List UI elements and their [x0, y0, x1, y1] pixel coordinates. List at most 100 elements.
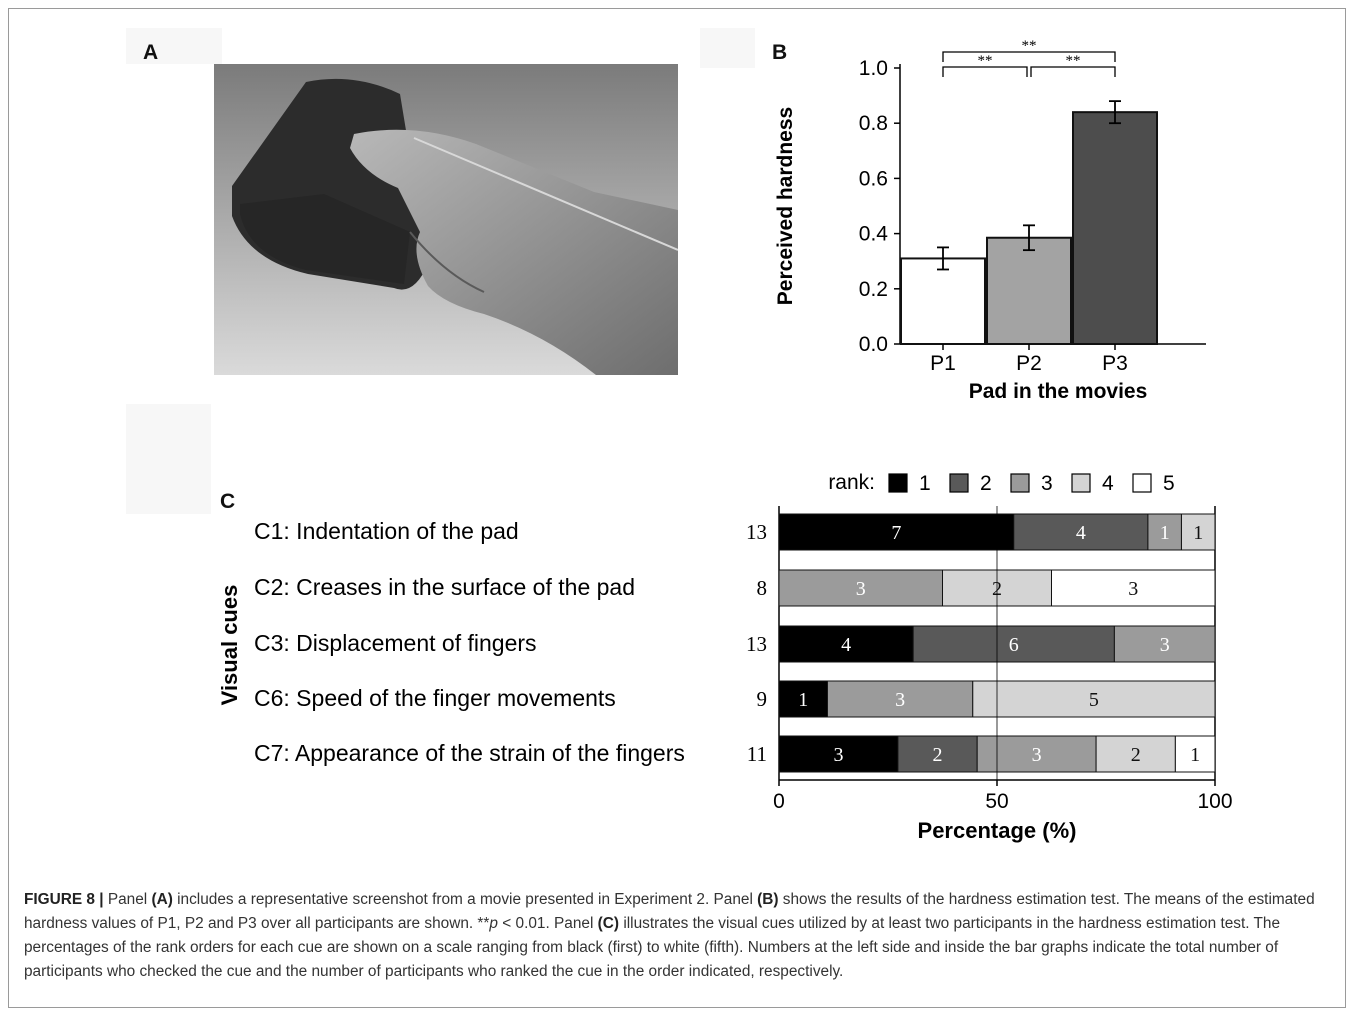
bar-p3	[1072, 111, 1158, 345]
x-tick-label: 50	[985, 790, 1008, 813]
legend-title: rank:	[828, 471, 875, 494]
significance-bracket	[942, 51, 1116, 62]
segment-count-label: 2	[1131, 744, 1141, 766]
stacked-segment-rank-2	[1013, 513, 1149, 551]
significance-bracket	[942, 66, 1028, 77]
x-axis-title: Percentage (%)	[918, 818, 1077, 843]
legend-swatch-rank-1	[888, 473, 908, 493]
segment-count-label: 4	[841, 634, 851, 656]
panel-c-label: C	[220, 490, 236, 513]
stacked-segment-rank-4	[1180, 513, 1216, 551]
significance-bracket	[1030, 66, 1116, 77]
legend-label: 2	[980, 472, 992, 495]
blank-block	[700, 28, 755, 68]
stacked-segment-rank-2	[912, 625, 1115, 663]
y-tick-label: 0.6	[859, 167, 888, 190]
panel-b-label: B	[772, 41, 788, 64]
caption-ref-c: (C)	[597, 915, 620, 932]
caption-ref-b: (B)	[757, 891, 779, 908]
stacked-segment-rank-4	[972, 680, 1216, 718]
stacked-segment-rank-1	[778, 625, 914, 663]
blank-block	[126, 404, 211, 514]
stacked-segment-rank-4	[1095, 735, 1176, 773]
figure-caption: FIGURE 8 | Panel (A) includes a represen…	[24, 888, 1324, 984]
legend-swatch-rank-3	[1010, 473, 1030, 493]
legend-label: 4	[1102, 472, 1114, 495]
cue-total-label: 11	[747, 742, 767, 766]
y-tick-label: 0.2	[859, 278, 888, 301]
cue-label: C1: Indentation of the pad	[254, 518, 519, 544]
x-tick-label: 100	[1197, 790, 1232, 813]
legend-label: 5	[1163, 472, 1175, 495]
segment-count-label: 3	[833, 744, 843, 766]
cue-total-label: 9	[757, 687, 768, 711]
figure-frame	[8, 8, 1346, 1008]
bar-p1	[900, 257, 986, 345]
legend-swatch-rank-2	[949, 473, 969, 493]
y-axis-title: Perceived hardness	[774, 107, 797, 305]
movie-screenshot-photo	[214, 64, 678, 375]
x-tick-label: 0	[773, 790, 785, 813]
y-tick-label: 0.4	[859, 223, 889, 246]
stacked-segment-rank-3	[826, 680, 974, 718]
segment-count-label: 3	[1032, 744, 1042, 766]
x-axis-title: Pad in the movies	[969, 380, 1148, 403]
significance-label: **	[1022, 38, 1037, 54]
caption-p-symbol: p	[489, 915, 498, 932]
significance-label: **	[1066, 53, 1081, 69]
stacked-segment-rank-3	[1113, 625, 1216, 663]
segment-count-label: 3	[856, 578, 866, 600]
segment-count-label: 1	[798, 689, 808, 711]
cue-label: C2: Creases in the surface of the pad	[254, 574, 635, 600]
x-tick-label: P1	[930, 352, 956, 375]
segment-count-label: 1	[1160, 522, 1170, 544]
segment-count-label: 3	[895, 689, 905, 711]
stacked-segment-rank-1	[778, 735, 899, 773]
caption-text: shows the results of the hardness estima…	[24, 891, 1315, 932]
blank-block	[126, 28, 222, 64]
stacked-segment-rank-1	[778, 680, 828, 718]
caption-text: Panel	[103, 891, 152, 908]
legend-label: 3	[1041, 472, 1053, 495]
caption-text: illustrates the visual cues utilized by …	[24, 915, 1281, 980]
segment-count-label: 2	[933, 744, 943, 766]
segment-count-label: 7	[891, 522, 901, 544]
legend-label: 1	[919, 472, 931, 495]
y-axis-title: Visual cues	[217, 585, 242, 706]
segment-count-label: 5	[1089, 689, 1099, 711]
cue-total-label: 13	[746, 520, 767, 544]
segment-count-label: 3	[1160, 634, 1170, 656]
hardness-bar-chart: 0.0 0.2 0.4 0.6 0.8 1.0 P1 P2 P3 Pad in the movie…	[774, 38, 1206, 403]
caption-ref-a: (A)	[151, 891, 173, 908]
stacked-segment-rank-1	[778, 513, 1015, 551]
segment-count-label: 3	[1128, 578, 1138, 600]
legend-swatch-rank-4	[1071, 473, 1091, 493]
bar-p2	[986, 236, 1072, 346]
panel-a-label: A	[143, 41, 159, 64]
segment-count-label: 1	[1190, 744, 1200, 766]
cue-label: C6: Speed of the finger movements	[254, 685, 616, 711]
y-tick-label: 0.0	[859, 333, 888, 356]
segment-count-label: 6	[1009, 634, 1019, 656]
y-tick-label: 1.0	[859, 57, 888, 80]
stacked-segment-rank-3	[1147, 513, 1182, 551]
cue-total-label: 8	[757, 576, 768, 600]
stacked-segment-rank-5	[1051, 569, 1216, 607]
significance-label: **	[978, 53, 993, 69]
legend-swatch-rank-5	[1132, 473, 1152, 493]
cue-total-label: 13	[746, 632, 767, 656]
cue-label: C7: Appearance of the strain of the fing…	[254, 740, 685, 766]
stacked-segment-rank-5	[1174, 735, 1216, 773]
stacked-segment-rank-3	[778, 569, 943, 607]
x-tick-label: P2	[1016, 352, 1042, 375]
caption-figure-label: FIGURE 8 |	[24, 891, 104, 908]
segment-count-label: 1	[1193, 522, 1203, 544]
caption-text: includes a representative screenshot fro…	[172, 891, 758, 908]
caption-text: < 0.01. Panel	[497, 915, 598, 932]
x-tick-label: P3	[1102, 352, 1128, 375]
y-tick-label: 0.8	[859, 112, 888, 135]
cue-label: C3: Displacement of fingers	[254, 630, 537, 656]
stacked-segment-rank-2	[897, 735, 978, 773]
segment-count-label: 4	[1076, 522, 1086, 544]
